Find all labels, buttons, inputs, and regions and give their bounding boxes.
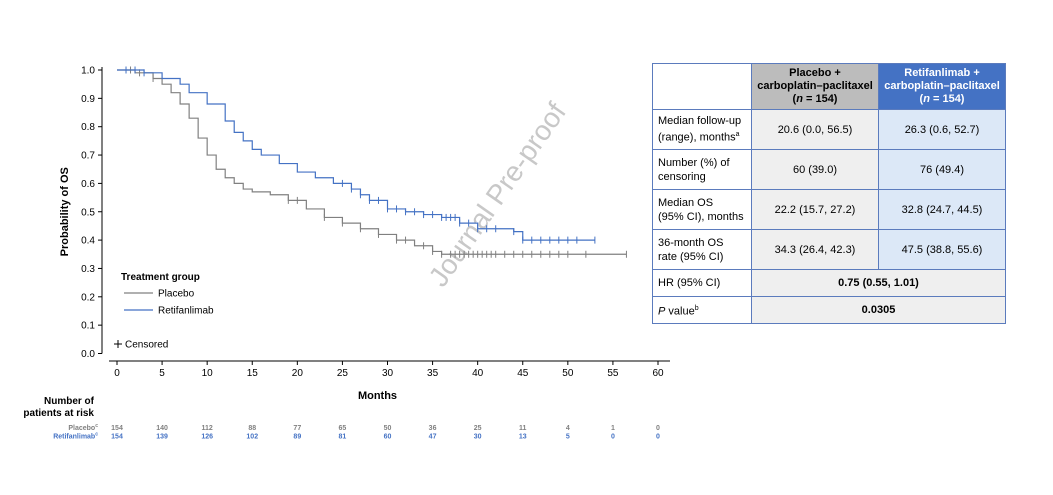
cell-follow-up-retifanlimab: 26.3 (0.6, 52.7) — [878, 109, 1006, 150]
x-axis-title: Months — [358, 390, 397, 402]
risk-value: 154 — [111, 425, 123, 432]
y-tick-label: 0.8 — [81, 122, 95, 133]
y-tick-label: 0.5 — [81, 207, 95, 218]
table-header-row: Placebo + carboplatin–paclitaxel (n = 15… — [652, 63, 1006, 110]
table-row-censoring: Number (%) of censoring 60 (39.0) 76 (49.… — [652, 149, 1006, 190]
cell-censoring-placebo: 60 (39.0) — [751, 149, 879, 190]
risk-value: 88 — [248, 425, 256, 432]
risk-value: 0 — [656, 425, 660, 432]
row-label-censoring: Number (%) of censoring — [652, 149, 752, 190]
header-placebo-line1: Placebo + — [789, 67, 841, 79]
risk-value: 89 — [293, 434, 301, 441]
header-retif-line2: carboplatin–paclitaxel — [884, 80, 1000, 92]
y-tick-label: 0.7 — [81, 151, 95, 162]
table-row-follow-up: Median follow-up (range), monthsa 20.6 (0… — [652, 109, 1006, 150]
risk-value: 1 — [611, 425, 615, 432]
risk-value: 0 — [611, 434, 615, 441]
risk-value: 65 — [339, 425, 347, 432]
watermark: Journal Pre-proof — [422, 97, 572, 292]
x-tick-label: 45 — [517, 368, 529, 379]
risk-title-line1: Number of — [44, 396, 95, 407]
cell-p-value: 0.0305 — [751, 296, 1006, 324]
y-axis-title: Probability of OS — [59, 167, 71, 256]
row-label-p-value: P valueb — [652, 296, 752, 324]
x-tick-label: 60 — [652, 368, 664, 379]
y-tick-label: 0.4 — [81, 236, 95, 247]
cell-follow-up-placebo: 20.6 (0.0, 56.5) — [751, 109, 879, 150]
risk-value: 50 — [384, 425, 392, 432]
risk-value: 11 — [519, 425, 527, 432]
legend-label: Placebo — [158, 289, 195, 300]
x-tick-label: 30 — [382, 368, 394, 379]
risk-value: 30 — [474, 434, 482, 441]
table-header-retifanlimab: Retifanlimab + carboplatin–paclitaxel (n… — [878, 63, 1006, 110]
y-tick-label: 0.2 — [81, 292, 95, 303]
header-placebo-n: (n = 154) — [792, 93, 838, 105]
y-tick-label: 0.0 — [81, 349, 95, 360]
x-tick-label: 25 — [337, 368, 349, 379]
table-header-empty — [652, 63, 752, 110]
y-tick-label: 0.6 — [81, 179, 95, 190]
censored-legend-label: Censored — [125, 340, 168, 351]
cell-median-os-placebo: 22.2 (15.7, 27.2) — [751, 189, 879, 230]
x-tick-label: 55 — [607, 368, 619, 379]
censored-legend-icon — [114, 340, 122, 348]
risk-title-line2: patients at risk — [23, 408, 94, 419]
x-tick-label: 15 — [247, 368, 259, 379]
legend-title: Treatment group — [121, 272, 200, 283]
y-tick-label: 1.0 — [81, 66, 95, 77]
placebo-km-line — [117, 69, 627, 255]
table-header-placebo: Placebo + carboplatin–paclitaxel (n = 15… — [751, 63, 879, 110]
risk-row-label: Placeboc — [68, 423, 98, 432]
risk-row-label: Retifanlimabc — [53, 432, 98, 441]
risk-value: 126 — [201, 434, 213, 441]
risk-value: 102 — [246, 434, 258, 441]
table-row-median-os: Median OS (95% CI), months 22.2 (15.7, 27… — [652, 189, 1006, 230]
x-tick-label: 5 — [159, 368, 165, 379]
x-tick-label: 20 — [292, 368, 304, 379]
risk-value: 47 — [429, 434, 437, 441]
cell-36-month-os-retifanlimab: 47.5 (38.8, 55.6) — [878, 229, 1006, 270]
risk-value: 4 — [566, 425, 570, 432]
cell-median-os-retifanlimab: 32.8 (24.7, 44.5) — [878, 189, 1006, 230]
legend-label: Retifanlimab — [158, 306, 214, 317]
risk-value: 112 — [202, 425, 213, 432]
y-tick-label: 0.3 — [81, 264, 95, 275]
row-label-36-month-os: 36-month OS rate (95% CI) — [652, 229, 752, 270]
risk-value: 13 — [519, 434, 527, 441]
retifanlimab-km-line — [117, 69, 595, 241]
row-label-hazard-ratio: HR (95% CI) — [652, 269, 752, 297]
summary-table: Placebo + carboplatin–paclitaxel (n = 15… — [652, 63, 1006, 324]
x-tick-label: 0 — [114, 368, 120, 379]
x-tick-label: 50 — [562, 368, 574, 379]
risk-value: 36 — [429, 425, 437, 432]
risk-value: 60 — [384, 434, 392, 441]
risk-value: 5 — [566, 434, 570, 441]
risk-value: 139 — [156, 434, 168, 441]
header-placebo-line2: carboplatin–paclitaxel — [757, 80, 873, 92]
risk-value: 154 — [111, 434, 123, 441]
cell-36-month-os-placebo: 34.3 (26.4, 42.3) — [751, 229, 879, 270]
y-tick-label: 0.9 — [81, 94, 95, 105]
table-row-36-month-os: 36-month OS rate (95% CI) 34.3 (26.4, 42.… — [652, 229, 1006, 270]
table-row-p-value: P valueb 0.0305 — [652, 296, 1006, 324]
risk-value: 81 — [339, 434, 347, 441]
header-retif-n: (n = 154) — [919, 93, 965, 105]
cell-hazard-ratio: 0.75 (0.55, 1.01) — [751, 269, 1006, 297]
cell-censoring-retifanlimab: 76 (49.4) — [878, 149, 1006, 190]
y-tick-label: 0.1 — [81, 321, 95, 332]
risk-value: 25 — [474, 425, 482, 432]
row-label-follow-up: Median follow-up (range), monthsa — [652, 109, 752, 150]
table-row-hazard-ratio: HR (95% CI) 0.75 (0.55, 1.01) — [652, 269, 1006, 297]
x-tick-label: 35 — [427, 368, 439, 379]
row-label-median-os: Median OS (95% CI), months — [652, 189, 752, 230]
header-retif-line1: Retifanlimab + — [904, 67, 980, 79]
risk-value: 140 — [156, 425, 168, 432]
risk-value: 0 — [656, 434, 660, 441]
risk-value: 77 — [293, 425, 301, 432]
x-tick-label: 40 — [472, 368, 484, 379]
x-tick-label: 10 — [202, 368, 214, 379]
